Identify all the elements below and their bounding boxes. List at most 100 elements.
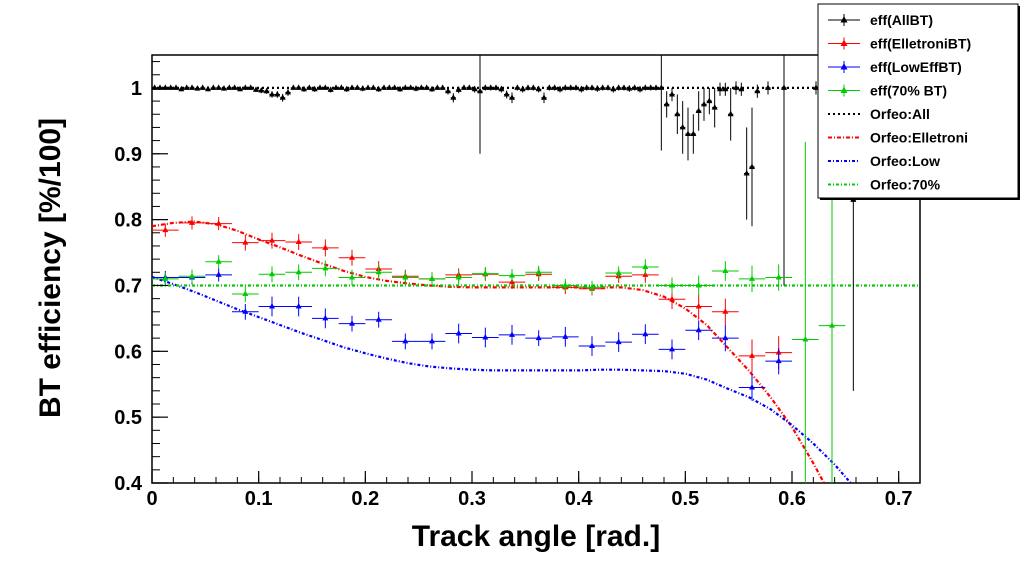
triangle-marker <box>653 84 659 90</box>
triangle-marker <box>637 85 643 92</box>
data-point-elettroni <box>338 249 366 266</box>
triangle-marker <box>178 85 185 92</box>
triangle-marker <box>509 272 515 278</box>
data-point-low <box>632 324 659 345</box>
triangle-marker <box>765 84 771 90</box>
data-point-all <box>519 85 526 93</box>
data-point-all <box>695 91 702 131</box>
curve-elettroni <box>152 220 825 483</box>
triangle-marker <box>669 281 675 288</box>
data-point-elettroni <box>205 216 232 231</box>
data-point-all <box>615 84 622 91</box>
triangle-marker <box>738 85 745 92</box>
data-point-seventy <box>658 277 686 294</box>
y-tick-label: 0.6 <box>114 341 142 363</box>
data-point-all <box>423 84 430 90</box>
axes: 0 0.1 0.2 0.3 0.4 0.5 0.6 0.7 0.4 0.5 0.6 0.7 0.8 0.9… <box>114 61 921 510</box>
triangle-marker <box>471 85 478 92</box>
x-tick-label: 0 <box>146 488 157 510</box>
triangle-marker <box>503 91 510 97</box>
data-point-all <box>258 87 265 94</box>
data-point-all <box>669 87 675 102</box>
data-point-all <box>562 84 569 91</box>
triangle-marker <box>429 85 435 92</box>
triangle-marker <box>455 274 462 280</box>
data-point-all <box>237 85 243 92</box>
data-point-all <box>429 85 435 92</box>
data-point-low <box>525 330 552 347</box>
triangle-marker <box>152 84 158 90</box>
data-point-all <box>263 87 270 94</box>
triangle-marker <box>349 320 355 326</box>
triangle-marker <box>775 274 782 280</box>
data-point-seventy <box>312 260 339 277</box>
triangle-marker <box>647 84 654 90</box>
data-point-seventy <box>178 269 206 283</box>
triangle-marker <box>306 84 313 90</box>
triangle-marker <box>482 84 489 90</box>
data-point-low <box>392 333 419 350</box>
data-point-seventy <box>392 270 419 285</box>
data-point-all <box>674 94 681 135</box>
triangle-marker <box>199 84 206 90</box>
legend: eff(AllBT) eff(ElletroniBT) eff(LowEffBT) e… <box>817 3 1020 200</box>
triangle-marker <box>322 84 329 90</box>
triangle-marker <box>487 84 494 90</box>
data-point-all <box>583 84 590 91</box>
data-point-seventy <box>605 266 632 280</box>
triangle-marker <box>210 84 217 90</box>
data-point-low <box>765 348 792 375</box>
triangle-marker <box>402 274 409 280</box>
data-point-all <box>647 84 654 91</box>
data-point-all <box>535 85 542 93</box>
triangle-marker <box>450 94 457 100</box>
triangle-marker <box>231 84 238 90</box>
data-point-low <box>312 308 339 329</box>
triangle-marker <box>749 275 755 281</box>
triangle-marker <box>589 283 595 290</box>
data-point-all <box>370 84 377 90</box>
data-point-all <box>578 85 585 93</box>
legend-entry: eff(LowEffBT) <box>828 59 962 75</box>
data-point-all <box>375 85 382 92</box>
data-point-all <box>343 85 350 92</box>
triangle-marker <box>221 85 227 91</box>
triangle-marker <box>215 220 222 226</box>
data-point-seventy <box>792 141 819 483</box>
curve-low <box>152 275 852 483</box>
data-point-all <box>711 87 718 128</box>
triangle-marker <box>562 281 569 288</box>
data-point-all <box>685 107 691 161</box>
data-point-seventy <box>738 265 766 293</box>
data-point-all <box>503 90 510 99</box>
triangle-marker <box>295 268 302 275</box>
data-point-all <box>743 127 750 220</box>
data-point-all <box>637 85 643 93</box>
triangle-marker <box>551 84 558 90</box>
triangle-marker <box>535 268 542 275</box>
x-tick-label: 0.4 <box>565 488 594 510</box>
triangle-marker <box>429 275 435 281</box>
data-point-all <box>391 84 398 90</box>
triangle-marker <box>605 84 611 90</box>
legend-marker <box>840 63 848 70</box>
triangle-marker <box>695 107 702 113</box>
data-point-all <box>301 85 307 92</box>
triangle-marker <box>295 303 302 309</box>
legend-entry: Orfeo:Elletroni <box>828 130 968 146</box>
data-point-elettroni <box>312 239 339 257</box>
triangle-marker <box>215 258 222 264</box>
triangle-marker <box>514 84 521 90</box>
triangle-marker <box>439 84 446 90</box>
data-point-all <box>295 84 302 90</box>
triangle-marker <box>370 84 377 90</box>
triangle-marker <box>189 272 195 279</box>
data-point-all <box>210 84 217 90</box>
data-point-all <box>365 84 371 90</box>
data-point-all <box>589 84 595 91</box>
triangle-marker <box>461 84 467 90</box>
triangle-marker <box>482 333 489 340</box>
data-point-all <box>311 85 318 92</box>
triangle-marker <box>727 110 734 117</box>
triangle-marker <box>242 239 249 245</box>
